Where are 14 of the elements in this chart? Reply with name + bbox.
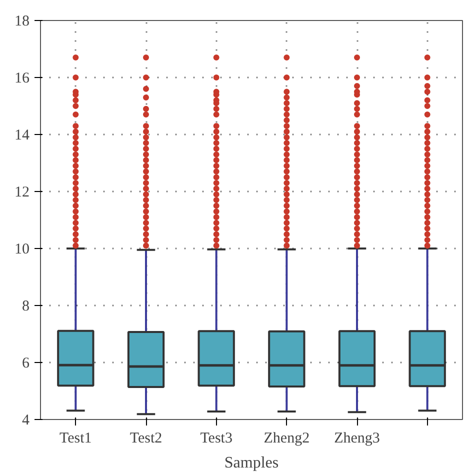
y-tick-label: 16	[14, 70, 30, 86]
x-tick-label: Test2	[130, 430, 162, 446]
y-tick-label: 18	[14, 14, 30, 30]
y-tick-label: 14	[14, 128, 30, 144]
x-tick-label: Test1	[60, 430, 92, 446]
y-tick-label: 12	[14, 184, 30, 200]
y-tick-label: 10	[14, 242, 30, 258]
x-axis-title: Samples	[224, 454, 279, 472]
y-tick-label: 6	[22, 356, 30, 372]
y-tick-label: 4	[22, 412, 30, 428]
x-tick-label: Zheng3	[334, 430, 380, 446]
x-tick-label: Test3	[200, 430, 232, 446]
y-tick-label: 8	[22, 298, 30, 314]
x-tick-label: Zheng2	[264, 430, 310, 446]
